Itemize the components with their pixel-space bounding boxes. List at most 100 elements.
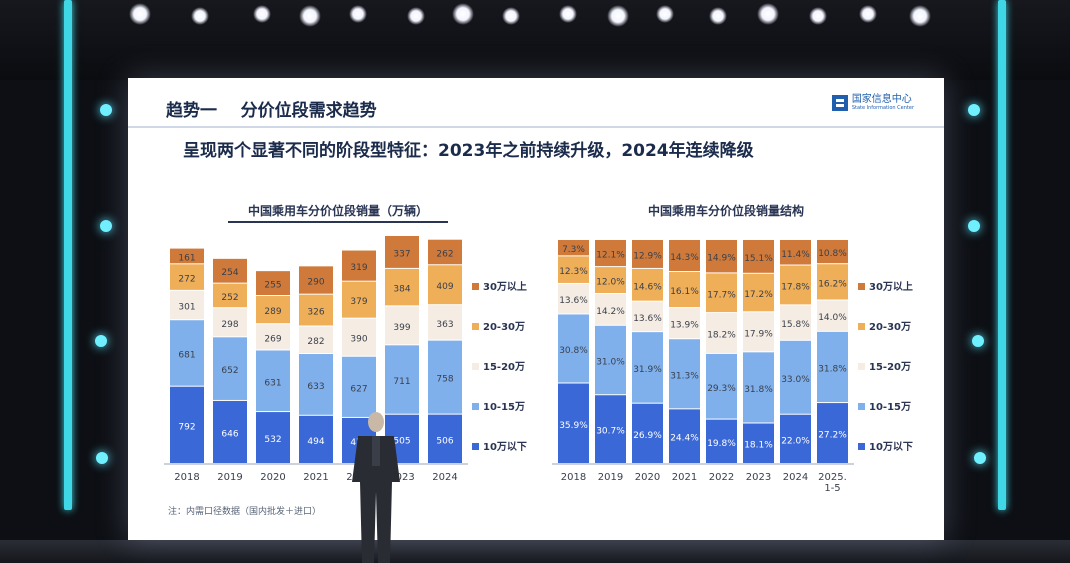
legend-label: 15-20万 [869,361,911,373]
bar-segment [669,409,700,463]
data-label: 681 [178,350,195,360]
ceiling-light-icon [559,5,577,23]
slide-subtitle: 呈现两个显著不同的阶段型特征：2023年之前持续升级，2024年连续降级 [183,141,754,161]
bar-segment [558,240,589,256]
bar-segment [428,265,462,305]
legend-label: 20-30万 [869,321,911,333]
data-label: 290 [307,278,324,288]
bar-segment [669,240,700,272]
bar-segment [213,283,247,308]
bar-segment [385,345,419,414]
data-label: 17.2% [744,290,773,300]
ceiling-light-icon [253,5,271,23]
legend-swatch [858,443,865,450]
share-stacked-bar-chart: 35.9% 30.8% 13.6% 12.3% 7.3% 2018 30.7% 31.0% 14… [552,240,913,494]
data-label: 532 [264,435,281,445]
data-label: 298 [221,320,238,330]
bar-segment [428,305,462,340]
bar-segment [669,308,700,339]
data-label: 12.9% [633,251,662,261]
bar-segment [595,325,626,395]
bar-segment [558,383,589,463]
bar-segment [299,415,333,463]
legend-swatch [858,323,865,330]
data-label: 24.4% [670,434,699,444]
bar-segment [213,258,247,283]
volume-stacked-bar-chart: 792 681 301 272 161 2018 646 652 298 252 254 2019 53… [164,236,527,483]
logo-subtext: State Information Center [851,105,914,111]
bar-segment [299,294,333,326]
bar-segment [299,266,333,294]
x-tick-label: 2020 [260,472,285,483]
data-label: 326 [307,308,324,318]
legend-swatch [858,283,865,290]
data-label: 17.9% [744,329,773,339]
legend-swatch [858,363,865,370]
legend-label: 10-15万 [869,401,911,413]
x-tick-label: 2021 [672,472,697,483]
bar-segment [743,352,774,423]
data-label: 31.3% [670,371,699,381]
organization-logo: 国家信息中心 State Information Center [831,94,914,111]
bar-segment [595,267,626,293]
bar-segment [342,318,376,356]
ceiling-light-icon [607,5,629,27]
data-label: 792 [178,422,195,432]
data-label: 337 [393,249,410,259]
data-label: 14.3% [670,253,699,263]
data-label: 254 [221,268,238,278]
ceiling-light-icon [407,7,425,25]
bar-segment [706,313,737,353]
x-tick-label: 2020 [635,472,660,483]
ceiling-light-icon [349,5,367,23]
bar-segment [632,240,663,268]
data-label: 13.9% [670,321,699,331]
ceiling-light-icon [709,7,727,25]
bar-segment [256,412,290,463]
bar-segment [385,236,419,268]
data-label: 255 [264,281,281,291]
legend-swatch [472,283,479,290]
data-label: 506 [436,436,453,446]
stage-light-icon [96,452,108,464]
bar-segment [428,340,462,414]
data-label: 494 [307,437,324,447]
data-label: 14.0% [818,313,847,323]
x-tick-label: 2019 [217,472,242,483]
bar-segment [170,264,204,290]
logo-icon [831,94,848,111]
data-label: 633 [307,382,324,392]
bar-segment [780,340,811,414]
bar-segment [780,305,811,340]
bar-segment [669,339,700,409]
bar-segment [428,239,462,265]
bar-segment [299,354,333,415]
data-label: 289 [264,307,281,317]
presenter-figure [352,412,400,563]
data-label: 14.6% [633,282,662,292]
data-label: 16.1% [670,287,699,297]
bar-segment [632,332,663,403]
data-label: 31.8% [744,385,773,395]
legend-label: 20-30万 [483,321,525,333]
legend-swatch [472,443,479,450]
bar-segment [780,265,811,305]
data-label: 262 [436,249,453,259]
data-label: 14.9% [707,254,736,264]
data-label: 29.3% [707,384,736,394]
bar-segment [342,250,376,281]
data-label: 282 [307,337,324,347]
data-label: 272 [178,275,195,285]
data-label: 319 [350,263,367,273]
logo-text: 国家信息中心 [851,94,912,105]
data-label: 30.8% [559,346,588,356]
data-label: 390 [350,335,367,345]
x-tick-label: 2024 [783,472,808,483]
x-tick-label: 2023 [746,472,771,483]
data-label: 22.0% [781,436,810,446]
left-led-strip [64,0,72,510]
legend-swatch [472,403,479,410]
footnote: 注：内需口径数据（国内批发＋进口） [168,507,322,517]
bar-segment [170,248,204,264]
bar-segment [780,240,811,265]
